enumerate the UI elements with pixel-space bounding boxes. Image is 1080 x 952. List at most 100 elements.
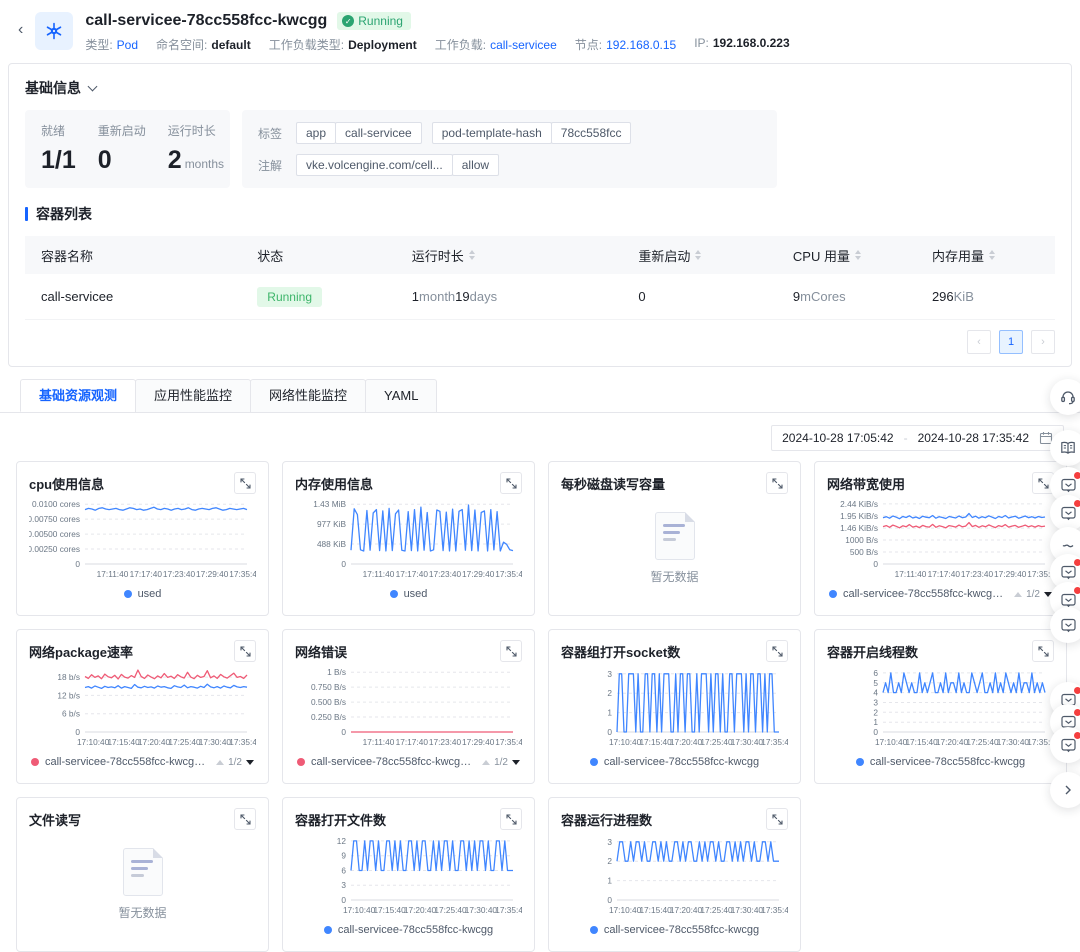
- page-title: call-servicee-78cc558fcc-kwcgg: [85, 12, 327, 30]
- chart-card-file-rw: 文件读写 暂无数据: [16, 797, 269, 952]
- expand-button[interactable]: [500, 808, 522, 830]
- svg-text:0: 0: [607, 895, 612, 905]
- chart-legend[interactable]: call-servicee-78cc558fcc-kwcgg: [561, 922, 788, 938]
- svg-text:17:20:40: 17:20:40: [404, 905, 437, 915]
- chart-legend[interactable]: call-servicee-78cc558fcc-kwcgg-i...1/2: [827, 586, 1054, 602]
- meta-label: 节点:: [575, 38, 602, 52]
- expand-button[interactable]: [766, 640, 788, 662]
- legend-pager[interactable]: 1/2: [216, 757, 254, 768]
- next-page-button[interactable]: ›: [1031, 330, 1055, 354]
- svg-text:1: 1: [873, 717, 878, 727]
- tags-panel: 标签appcall-serviceepod-template-hash78cc5…: [242, 110, 777, 188]
- legend-pager[interactable]: 1/2: [482, 757, 520, 768]
- svg-text:17:11:40: 17:11:40: [363, 569, 395, 579]
- meta-value: default: [211, 38, 250, 52]
- tab-1[interactable]: 应用性能监控: [135, 379, 251, 412]
- chart-legend[interactable]: used: [29, 586, 256, 602]
- meta-value[interactable]: call-servicee: [490, 38, 557, 52]
- pager-down-icon: [246, 760, 254, 765]
- svg-text:0: 0: [873, 727, 878, 737]
- headset-button[interactable]: [1050, 379, 1080, 415]
- svg-text:17:35:40: 17:35:40: [495, 737, 522, 747]
- date-range-picker[interactable]: 2024-10-28 17:05:42 - 2024-10-28 17:35:4…: [771, 425, 1064, 451]
- legend-name: used: [404, 588, 428, 600]
- page-1-button[interactable]: 1: [999, 330, 1023, 354]
- chart-legend[interactable]: call-servicee-78cc558fcc-kwcgg: [295, 922, 522, 938]
- svg-text:0: 0: [341, 559, 346, 569]
- svg-text:17:15:40: 17:15:40: [639, 737, 672, 747]
- svg-text:0.250 B/s: 0.250 B/s: [311, 712, 346, 722]
- chart-legend[interactable]: call-servicee-78cc558fcc-kwcgg: [827, 754, 1054, 770]
- chart-title: 内存使用信息: [295, 474, 373, 493]
- svg-text:17:15:40: 17:15:40: [107, 737, 140, 747]
- sort-icon[interactable]: [695, 250, 701, 260]
- tag: app: [296, 122, 336, 144]
- expand-button[interactable]: [500, 472, 522, 494]
- stat-2: 运行时长 2months: [168, 122, 224, 176]
- chevron-right-button[interactable]: [1050, 772, 1080, 808]
- chart-plot: 321017:10:4017:15:4017:20:4017:25:4017:3…: [561, 662, 788, 754]
- expand-icon: [772, 646, 783, 657]
- book-button[interactable]: [1050, 430, 1080, 466]
- expand-icon: [772, 814, 783, 825]
- meta-value[interactable]: 192.168.0.15: [606, 38, 676, 52]
- column-header-5[interactable]: 内存用量: [916, 246, 1055, 265]
- svg-text:0: 0: [607, 727, 612, 737]
- expand-button[interactable]: [1032, 640, 1054, 662]
- expand-button[interactable]: [234, 808, 256, 830]
- chart-legend[interactable]: call-servicee-78cc558fcc-kwcgg-i...1/2: [29, 754, 256, 770]
- chart-card-disk-rw: 每秒磁盘读写容量 暂无数据: [548, 461, 801, 616]
- svg-text:2.44 KiB/s: 2.44 KiB/s: [840, 499, 878, 509]
- sort-icon[interactable]: [469, 250, 475, 260]
- chat-button[interactable]: [1050, 607, 1080, 643]
- tag-row-0: 标签appcall-serviceepod-template-hash78cc5…: [258, 122, 761, 144]
- chart-legend[interactable]: call-servicee-78cc558fcc-kwcgg: [561, 754, 788, 770]
- prev-page-button[interactable]: ‹: [967, 330, 991, 354]
- expand-button[interactable]: [234, 640, 256, 662]
- expand-button[interactable]: [234, 472, 256, 494]
- tag: pod-template-hash: [432, 122, 552, 144]
- stat-value: 0: [98, 147, 146, 175]
- sort-icon[interactable]: [855, 250, 861, 260]
- chat-button[interactable]: [1050, 495, 1080, 531]
- chart-title: 容器开启线程数: [827, 642, 918, 661]
- chart-title: 网络package速率: [29, 642, 133, 661]
- column-header-4[interactable]: CPU 用量: [777, 246, 916, 265]
- svg-text:17:23:40: 17:23:40: [163, 569, 196, 579]
- legend-pager[interactable]: 1/2: [1014, 589, 1052, 600]
- svg-text:17:10:40: 17:10:40: [609, 905, 642, 915]
- expand-icon: [1038, 478, 1049, 489]
- basic-info-toggle[interactable]: 基础信息: [25, 78, 1055, 98]
- expand-button[interactable]: [766, 808, 788, 830]
- expand-button[interactable]: [766, 472, 788, 494]
- expand-icon: [240, 478, 251, 489]
- chat-button[interactable]: [1050, 727, 1080, 763]
- sort-icon[interactable]: [989, 250, 995, 260]
- pager-down-icon: [512, 760, 520, 765]
- stat-label: 运行时长: [168, 122, 224, 139]
- chat-icon: [1060, 617, 1077, 634]
- tab-2[interactable]: 网络性能监控: [250, 379, 366, 412]
- basic-info-title: 基础信息: [25, 78, 81, 98]
- notification-dot: [1074, 709, 1080, 716]
- svg-text:6 b/s: 6 b/s: [62, 709, 80, 719]
- chart-legend[interactable]: call-servicee-78cc558fcc-kwcgg-i... 1/2: [295, 754, 522, 770]
- svg-text:17:11:40: 17:11:40: [363, 737, 395, 747]
- cell-memory: 296 KiB: [916, 289, 1055, 304]
- svg-text:9: 9: [341, 851, 346, 861]
- back-button[interactable]: ‹: [18, 22, 23, 38]
- tab-3[interactable]: YAML: [365, 379, 437, 412]
- svg-text:0: 0: [873, 559, 878, 569]
- meta-value: Deployment: [348, 38, 417, 52]
- column-header-2[interactable]: 运行时长: [396, 246, 623, 265]
- tab-0[interactable]: 基础资源观测: [20, 379, 136, 412]
- column-header-3[interactable]: 重新启动: [622, 246, 777, 265]
- expand-icon: [506, 478, 517, 489]
- chart-legend[interactable]: used: [295, 586, 522, 602]
- expand-button[interactable]: [500, 640, 522, 662]
- chart-card-net-package-rate: 网络package速率18 b/s12 b/s6 b/s017:10:4017:…: [16, 629, 269, 784]
- legend-name: call-servicee-78cc558fcc-kwcgg-i...: [311, 756, 476, 768]
- chart-plot: 0.0100 cores0.00750 cores0.00500 cores0.…: [29, 494, 256, 586]
- no-data-icon: [123, 848, 163, 896]
- meta-value[interactable]: Pod: [117, 38, 138, 52]
